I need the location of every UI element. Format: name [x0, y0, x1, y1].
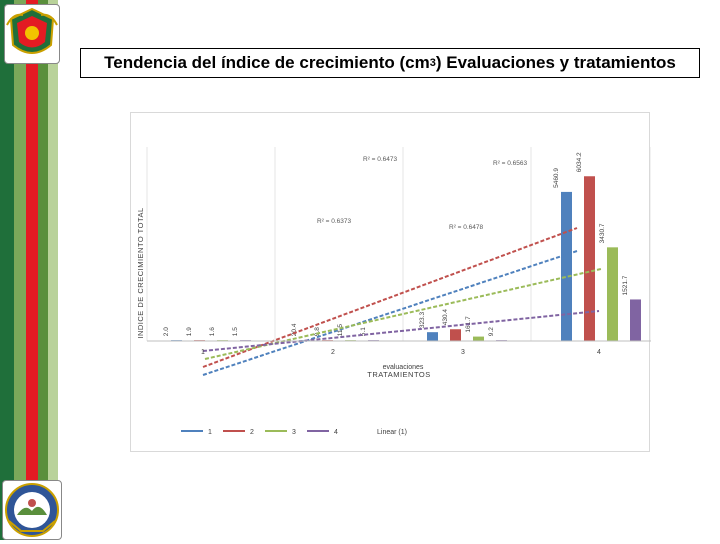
bar-value-label: 1521.7: [622, 275, 629, 295]
x-tick-label: 2: [331, 349, 335, 356]
x-axis-subtitle: evaluaciones: [383, 364, 424, 371]
trendline-series-1: [202, 250, 578, 376]
stripe-light-green: [14, 0, 26, 540]
bar-series-3-cat-3: [473, 336, 484, 341]
bar-value-label: 3430.7: [599, 223, 606, 243]
chart-svg: 2.0 20.4 323.3 5460.9 1.9 9.8 430.4 6034.2 1.6 1 1…: [136, 147, 651, 436]
r-squared-label: R² = 0.6478: [449, 224, 484, 231]
legend-label: 4: [334, 429, 338, 436]
title-suffix: ) Evaluaciones y tratamientos: [435, 53, 676, 72]
trendline-series-4: [202, 310, 600, 352]
stripe-dark-green: [0, 0, 14, 540]
bar-value-label: 20.4: [291, 323, 298, 336]
bar-value-label: 2.0: [163, 327, 170, 336]
growth-index-chart: 2.0 20.4 323.3 5460.9 1.9 9.8 430.4 6034.2 1.6 1 1…: [130, 112, 651, 452]
stripe-pale-green: [48, 0, 58, 540]
bar-value-label: 9.2: [488, 327, 495, 336]
bar-value-label: 6034.2: [576, 152, 583, 172]
bar-value-label: 1.6: [209, 327, 216, 336]
left-flag-stripes: [0, 0, 60, 540]
bar-value-label: 1.5: [232, 327, 239, 336]
legend-label: 3: [292, 429, 296, 436]
bar-series-1-cat-3: [427, 332, 438, 341]
legend-label: Linear (1): [377, 429, 407, 436]
bar-value-label: 430.4: [442, 309, 449, 326]
title-prefix: Tendencia del índice de crecimiento (cm: [104, 53, 430, 72]
title-superscript: 3: [429, 57, 436, 69]
x-tick-label: 1: [201, 349, 205, 356]
x-tick-label: 3: [461, 349, 465, 356]
bar-series-2-cat-4: [584, 176, 595, 341]
bar-series-3-cat-4: [607, 247, 618, 341]
y-axis-title: INDICE DE CRECIMIENTO TOTAL: [136, 207, 145, 338]
x-tick-label: 4: [597, 349, 601, 356]
r-squared-label: R² = 0.6473: [363, 156, 398, 163]
bar-series-4-cat-4: [630, 299, 641, 341]
university-crest-logo: [4, 4, 60, 64]
r-squared-label: R² = 0.6373: [317, 218, 352, 225]
bar-value-label: 323.3: [419, 312, 426, 329]
bar-value-label: 5.1: [360, 327, 367, 336]
bar-series-2-cat-3: [450, 329, 461, 341]
bar-value-label: 1.9: [186, 327, 193, 336]
slide-title: Tendencia del índice de crecimiento (cm 3…: [80, 48, 700, 78]
bar-value-label: 9.8: [314, 327, 321, 336]
legend-label: 1: [208, 429, 212, 436]
stripe-mid-green: [38, 0, 48, 540]
faculty-seal-logo: [2, 480, 62, 540]
r-squared-label: R² = 0.6563: [493, 160, 528, 167]
bar-value-label: 5460.9: [553, 168, 560, 188]
stripe-red: [26, 0, 38, 540]
legend-label: 2: [250, 429, 254, 436]
x-axis-title: TRATAMIENTOS: [367, 370, 431, 379]
bar-series-1-cat-4: [561, 191, 572, 341]
